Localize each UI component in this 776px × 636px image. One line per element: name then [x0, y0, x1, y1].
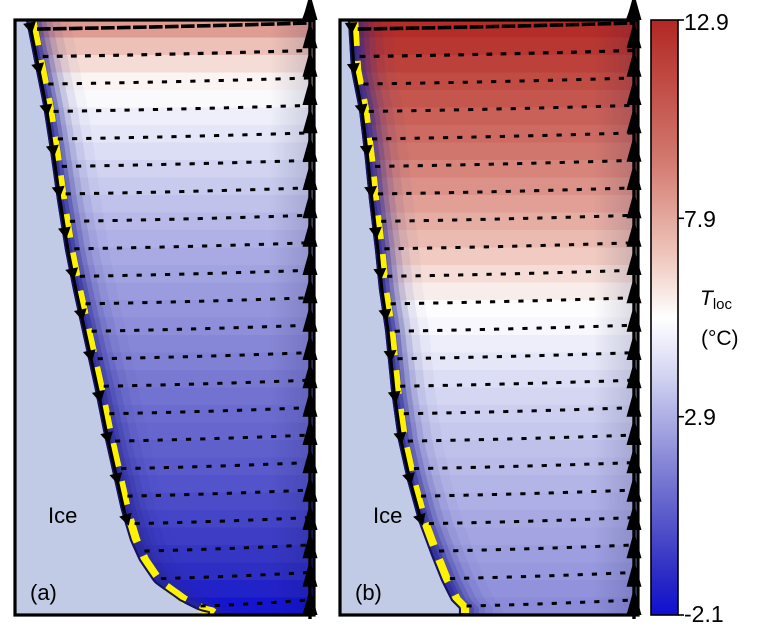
- svg-text:2.9: 2.9: [684, 404, 716, 430]
- svg-text:-2.1: -2.1: [684, 601, 724, 627]
- svg-text:7.9: 7.9: [684, 206, 716, 232]
- svg-text:Ice: Ice: [373, 503, 402, 528]
- svg-text:Ice: Ice: [48, 503, 77, 528]
- svg-text:(a): (a): [30, 580, 57, 605]
- svg-text:(°C): (°C): [701, 327, 739, 350]
- svg-text:12.9: 12.9: [684, 9, 729, 35]
- svg-text:(b): (b): [355, 580, 382, 605]
